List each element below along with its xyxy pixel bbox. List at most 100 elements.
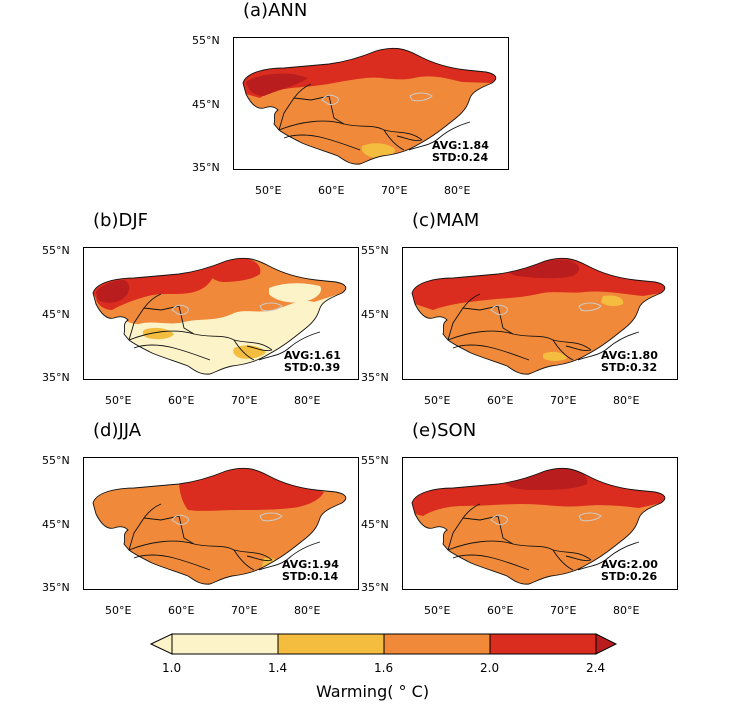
- country-border: [133, 554, 211, 571]
- colorbar-tick-label: 2.4: [586, 661, 606, 675]
- country-border: [462, 293, 481, 309]
- std-label: STD:0.26: [601, 570, 658, 583]
- panel-title: (d)JJA: [93, 420, 142, 441]
- map-frame: [402, 247, 678, 380]
- colorbar-bin: [277, 633, 385, 655]
- region-outline: [411, 257, 666, 375]
- lake-outline: [490, 304, 508, 315]
- lon-tick: 80°E: [613, 604, 640, 617]
- lon-tick: 80°E: [294, 394, 321, 407]
- country-border: [552, 549, 592, 571]
- country-border: [383, 129, 423, 151]
- warming-region: [243, 48, 496, 98]
- colorbar-extend-low: [150, 633, 173, 655]
- warming-region: [543, 351, 567, 361]
- warming-region: [179, 468, 324, 511]
- lat-tick: 55°N: [361, 244, 389, 257]
- lake-outline: [578, 302, 602, 312]
- country-border: [462, 503, 481, 519]
- lat-tick: 35°N: [42, 581, 70, 594]
- country-border: [258, 541, 321, 571]
- country-border: [552, 339, 592, 361]
- colorbar-tick-label: 2.0: [480, 661, 500, 675]
- country-border: [278, 120, 423, 141]
- warming-region: [246, 73, 308, 96]
- lake-outline: [490, 514, 508, 525]
- map-frame: [83, 247, 359, 380]
- std-label: STD:0.39: [284, 361, 341, 374]
- country-border: [408, 121, 471, 151]
- warming-region: [412, 258, 665, 310]
- country-border: [278, 95, 345, 131]
- lake-outline: [171, 304, 189, 315]
- warming-region: [508, 259, 580, 279]
- panel-title: (a)ANN: [243, 0, 308, 21]
- lon-tick: 80°E: [613, 394, 640, 407]
- std-label: STD:0.14: [282, 570, 339, 583]
- lat-tick: 35°N: [361, 581, 389, 594]
- warming-region: [142, 327, 174, 340]
- country-border: [143, 503, 162, 519]
- country-border: [133, 344, 211, 361]
- lon-tick: 70°E: [381, 184, 408, 197]
- lon-tick: 70°E: [550, 604, 577, 617]
- lon-tick: 70°E: [231, 604, 258, 617]
- region-outline: [242, 47, 497, 165]
- std-label: STD:0.32: [601, 361, 658, 374]
- country-border: [128, 305, 195, 341]
- lake-outline: [259, 512, 283, 522]
- colorbar-bin: [489, 633, 597, 655]
- std-label: STD:0.24: [432, 151, 489, 164]
- avg-label: AVG:1.80: [601, 349, 658, 362]
- lake-outline: [171, 514, 189, 525]
- country-border: [293, 83, 312, 99]
- country-border: [283, 134, 361, 151]
- lon-tick: 60°E: [487, 394, 514, 407]
- warming-region: [96, 280, 130, 303]
- lat-tick: 35°N: [192, 161, 220, 174]
- colorbar-tick-label: 1.6: [374, 661, 394, 675]
- lon-tick: 50°E: [424, 604, 451, 617]
- lon-tick: 70°E: [550, 394, 577, 407]
- country-border: [233, 549, 273, 571]
- warming-region: [93, 266, 215, 310]
- country-border: [447, 305, 514, 341]
- country-border: [452, 344, 530, 361]
- colorbar-title: Warming( ° C): [316, 682, 430, 701]
- panel-title: (b)DJF: [93, 210, 148, 231]
- lat-tick: 45°N: [361, 518, 389, 531]
- region-outline: [92, 467, 347, 585]
- warming-map: [411, 467, 666, 585]
- country-border: [143, 293, 162, 309]
- country-border: [128, 540, 273, 561]
- lon-tick: 50°E: [255, 184, 282, 197]
- country-border: [233, 339, 273, 361]
- avg-label: AVG:2.00: [601, 558, 658, 571]
- country-border: [447, 515, 514, 551]
- region-outline: [411, 467, 666, 585]
- lon-tick: 60°E: [168, 604, 195, 617]
- warming-region: [503, 468, 588, 490]
- avg-label: AVG:1.94: [282, 558, 339, 571]
- warming-region: [269, 283, 322, 303]
- colorbar-bin: [383, 633, 491, 655]
- lat-tick: 35°N: [42, 371, 70, 384]
- colorbar-graphic: [150, 633, 618, 655]
- lake-outline: [259, 302, 283, 312]
- lat-tick: 45°N: [361, 308, 389, 321]
- warming-region: [601, 295, 624, 307]
- lon-tick: 50°E: [105, 604, 132, 617]
- map-frame: [402, 457, 678, 590]
- country-border: [447, 330, 592, 351]
- warming-region: [412, 468, 665, 516]
- country-border: [577, 541, 640, 571]
- lon-tick: 50°E: [424, 394, 451, 407]
- lake-outline: [578, 512, 602, 522]
- lat-tick: 45°N: [42, 518, 70, 531]
- lon-tick: 60°E: [318, 184, 345, 197]
- lat-tick: 55°N: [192, 34, 220, 47]
- country-border: [452, 554, 530, 571]
- colorbar-tick-label: 1.0: [162, 661, 182, 675]
- colorbar-bin: [171, 633, 279, 655]
- lake-outline: [409, 92, 433, 102]
